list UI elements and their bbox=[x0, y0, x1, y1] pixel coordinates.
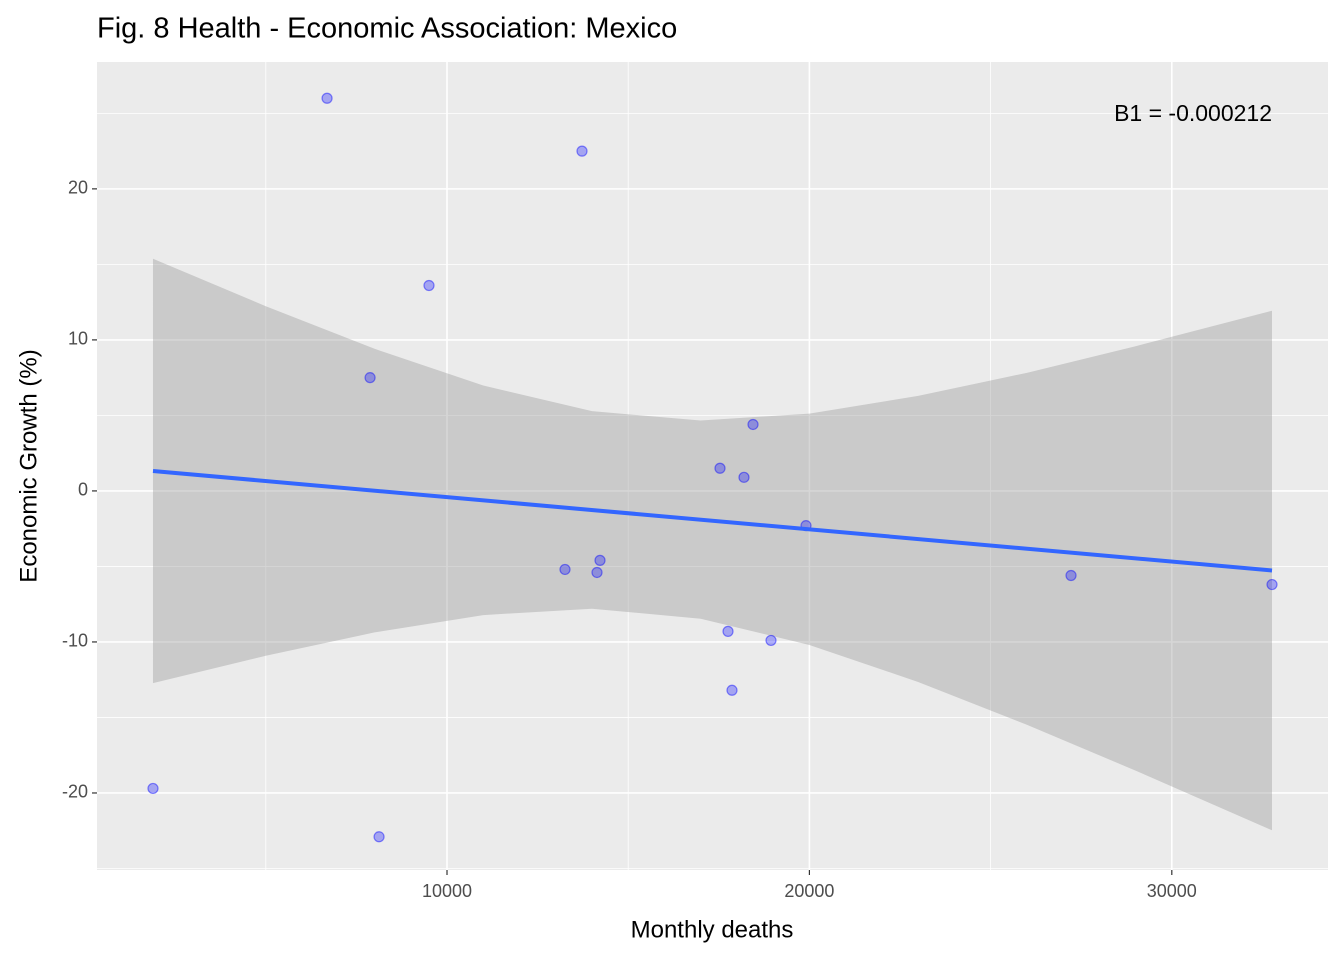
data-point bbox=[594, 554, 606, 566]
y-axis-title: Economic Growth (%) bbox=[15, 349, 42, 582]
data-point bbox=[373, 831, 385, 843]
data-point bbox=[423, 279, 435, 292]
x-tick-label: 10000 bbox=[422, 881, 472, 901]
x-tick-label: 20000 bbox=[784, 881, 834, 901]
data-point bbox=[559, 563, 571, 576]
plot-panel bbox=[97, 62, 1328, 870]
data-point bbox=[722, 625, 734, 637]
chart-title: Fig. 8 Health - Economic Association: Me… bbox=[97, 13, 677, 45]
data-point bbox=[726, 684, 738, 696]
y-tick-label: 20 bbox=[68, 178, 88, 198]
y-tick-label: 0 bbox=[78, 480, 88, 500]
y-tick-label: 10 bbox=[68, 329, 88, 349]
data-point bbox=[765, 634, 777, 647]
data-point bbox=[576, 145, 588, 157]
data-point bbox=[714, 462, 726, 474]
y-tick-label: -20 bbox=[62, 782, 88, 802]
x-axis-title: Monthly deaths bbox=[631, 916, 794, 943]
data-point bbox=[147, 782, 159, 795]
data-point bbox=[1065, 569, 1077, 582]
data-point bbox=[1266, 578, 1278, 591]
data-point bbox=[747, 418, 759, 431]
x-tick-label: 30000 bbox=[1147, 881, 1197, 901]
data-point bbox=[738, 471, 750, 483]
data-point bbox=[321, 92, 333, 104]
fit-line bbox=[152, 468, 1273, 573]
data-point bbox=[591, 566, 603, 579]
annotation: B1 = -0.000212 bbox=[1114, 100, 1272, 126]
data-point bbox=[364, 372, 376, 384]
y-tick-label: -10 bbox=[62, 631, 88, 651]
confidence-band bbox=[152, 258, 1273, 831]
